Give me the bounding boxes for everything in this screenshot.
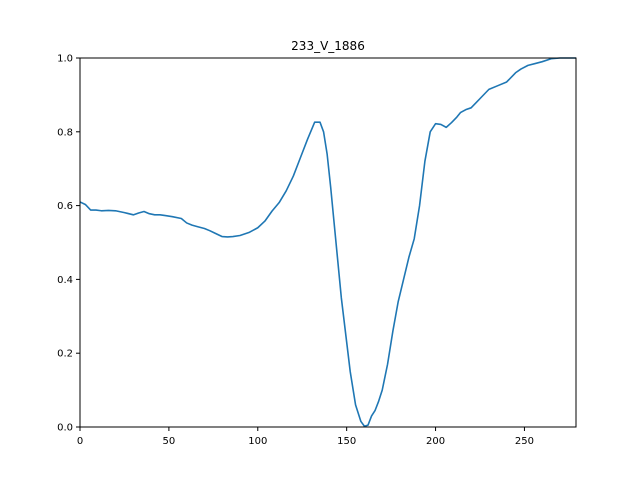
x-tick-label: 50 (163, 436, 176, 447)
plot-frame (79, 57, 577, 428)
series-layer (79, 57, 576, 428)
y-tick-label: 0.0 (57, 423, 73, 434)
y-tick-label: 0.4 (57, 275, 73, 286)
x-tick-label: 200 (426, 436, 445, 447)
x-tick-label: 0 (77, 436, 83, 447)
x-axis: 0 50 100 150 200 250 (77, 427, 534, 447)
series-line-0 (79, 57, 576, 428)
chart-title: 233_V_1886 (291, 39, 365, 53)
x-tick-label: 150 (337, 436, 356, 447)
x-tick-label: 100 (248, 436, 267, 447)
y-tick-label: 0.8 (57, 127, 73, 138)
y-tick-label: 0.6 (57, 201, 73, 212)
x-tick-label: 250 (515, 436, 534, 447)
y-tick-label: 0.2 (57, 349, 73, 360)
y-tick-label: 1.0 (57, 54, 73, 65)
y-axis: 0.0 0.2 0.4 0.6 0.8 1.0 (57, 54, 80, 434)
